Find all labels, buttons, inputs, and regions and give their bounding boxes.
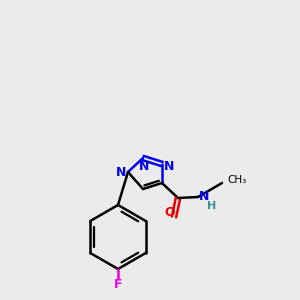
Text: N: N [116,167,126,179]
Text: N: N [199,190,209,202]
Text: CH₃: CH₃ [227,175,246,185]
Text: N: N [139,160,149,172]
Text: N: N [164,160,174,172]
Text: F: F [114,278,122,292]
Text: O: O [165,206,175,218]
Text: H: H [207,201,217,211]
